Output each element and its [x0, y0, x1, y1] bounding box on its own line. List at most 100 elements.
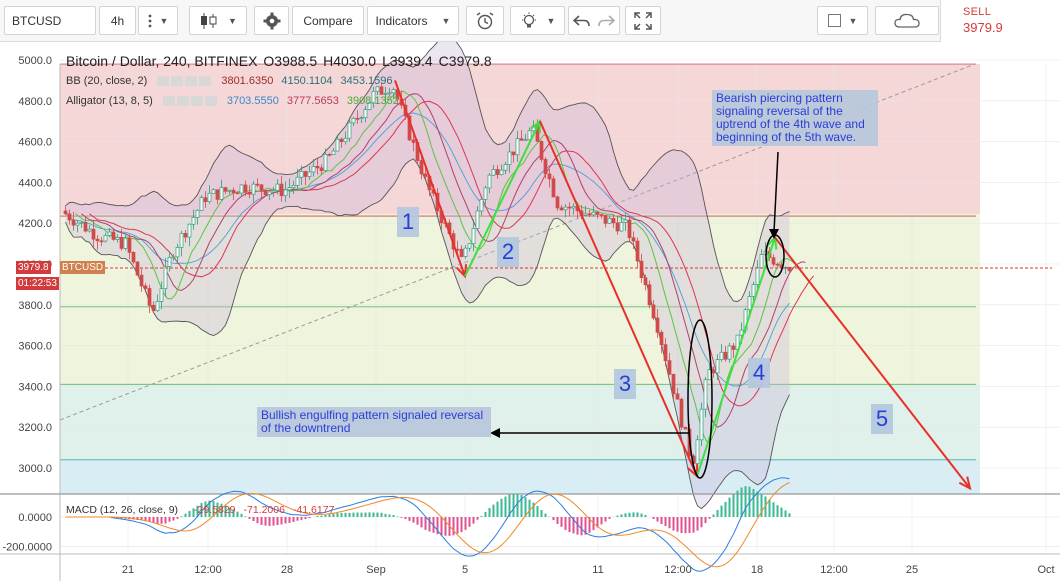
- macd-pane: 0.0000 -200.0000: [2, 477, 1060, 572]
- chart-area[interactable]: 0.0000 -200.0000 5000.0 4800.0 4600.0 4400.0…: [0, 42, 1060, 581]
- redo-icon[interactable]: [597, 14, 615, 28]
- bollinger-lower-line: [65, 158, 790, 510]
- candle-body: [111, 231, 116, 240]
- bollinger-middle-line: [65, 112, 790, 387]
- chevron-down-icon: ▼: [228, 15, 237, 26]
- candle-body: [703, 379, 708, 410]
- candle-body: [375, 86, 380, 92]
- chart-title: Bitcoin / Dollar, 240, BITFINEX O3988.5 …: [66, 53, 498, 69]
- price-tick-label: 4400.0: [18, 177, 52, 189]
- candle-body: [291, 185, 296, 188]
- indicators-button[interactable]: Indicators ▼: [367, 6, 459, 35]
- candle-body: [103, 234, 108, 242]
- candle-body: [527, 130, 532, 141]
- undo-icon[interactable]: [573, 14, 591, 28]
- candle-body: [95, 238, 100, 242]
- candle-body: [623, 219, 628, 223]
- candle-body: [587, 213, 592, 216]
- candle-body: [87, 228, 92, 232]
- candle-body: [683, 426, 688, 430]
- fullscreen-button[interactable]: [625, 6, 661, 35]
- candle-body: [547, 173, 552, 180]
- alligator-teeth-line: [81, 93, 806, 428]
- macd-tick-label: -200.0000: [2, 542, 52, 554]
- hints-button[interactable]: ▼: [510, 6, 565, 35]
- alligator-legend[interactable]: Alligator (13, 8, 5) 3703.5550 3777.5653…: [66, 95, 399, 107]
- candle-body: [603, 214, 608, 224]
- sell-button[interactable]: SELL 3979.9: [940, 0, 1060, 42]
- indicators-label: Indicators: [375, 13, 428, 28]
- candle-body: [475, 210, 480, 229]
- candle-body: [127, 237, 132, 253]
- chevron-down-icon: ▼: [848, 15, 858, 26]
- wave-arrow-2: [464, 120, 541, 277]
- price-tick-label: 4800.0: [18, 96, 52, 108]
- candle-body: [295, 176, 300, 186]
- symbol-input[interactable]: BTCUSD: [4, 6, 96, 35]
- candle-body: [539, 141, 544, 160]
- candle-body: [555, 196, 560, 209]
- candle-body: [267, 191, 272, 196]
- candle-body: [599, 214, 604, 216]
- candle-body: [247, 192, 252, 195]
- candle-body: [167, 257, 172, 267]
- candle-body: [571, 206, 576, 209]
- candle-body: [639, 260, 644, 279]
- candle-body: [591, 211, 596, 216]
- candle-body: [271, 190, 276, 193]
- compare-button[interactable]: Compare: [292, 6, 364, 35]
- candle-body: [207, 192, 212, 202]
- time-tick-label: 21: [122, 564, 134, 576]
- candle-body: [423, 173, 428, 177]
- macd-signal-line: [65, 482, 790, 568]
- candle-body: [467, 243, 472, 249]
- price-tick-label: 4600.0: [18, 137, 52, 149]
- macd-legend[interactable]: MACD (12, 26, close, 9) -29.5829 -71.200…: [66, 504, 334, 516]
- gear-icon[interactable]: [176, 96, 189, 106]
- candle-body: [199, 197, 204, 211]
- cloud-save-button[interactable]: [875, 6, 939, 35]
- bollinger-upper-line: [65, 42, 790, 302]
- chart-type-button[interactable]: ▼: [189, 6, 247, 35]
- alligator-jaw-line: [89, 100, 814, 407]
- candle-body: [147, 288, 152, 306]
- bb-legend[interactable]: BB (20, close, 2) 3801.6350 4150.1104 34…: [66, 75, 393, 87]
- candle-body: [787, 266, 792, 272]
- wave-label-3: 3: [614, 369, 636, 399]
- candle-body: [523, 139, 528, 142]
- candle-body: [79, 221, 84, 224]
- alert-button[interactable]: [466, 6, 504, 35]
- candle-body: [227, 189, 232, 192]
- price-axis-labels: 5000.04800.04600.04400.04200.04000.03800…: [18, 55, 52, 475]
- candle-body: [195, 210, 200, 218]
- interval-button[interactable]: 4h: [99, 6, 136, 35]
- candle-body: [619, 222, 624, 232]
- candle-body: [695, 439, 700, 464]
- candle-body: [643, 277, 648, 286]
- candle-body: [71, 219, 76, 226]
- eye-icon[interactable]: [157, 76, 170, 86]
- candle-body: [747, 296, 752, 311]
- candle-body: [699, 408, 704, 441]
- gear-icon[interactable]: [171, 76, 184, 86]
- candle-body: [223, 187, 228, 192]
- interval-more-button[interactable]: ▼: [138, 6, 178, 35]
- eye-icon[interactable]: [162, 96, 175, 106]
- plus-icon[interactable]: [185, 76, 198, 86]
- close-icon[interactable]: [204, 96, 217, 106]
- candle-body: [371, 90, 376, 104]
- close-icon[interactable]: [199, 76, 212, 86]
- zone-mid: [60, 214, 980, 384]
- wave-arrow-1: [394, 80, 466, 277]
- bearish-note-arrowhead: [769, 229, 779, 239]
- candle-body: [411, 139, 416, 143]
- candle-body: [239, 184, 244, 194]
- candle-body: [503, 164, 508, 171]
- color-button[interactable]: ▼: [817, 6, 868, 35]
- candle-body: [771, 257, 776, 265]
- candle-body: [419, 160, 424, 175]
- chevron-down-icon: ▼: [159, 15, 169, 26]
- candle-body: [303, 171, 308, 177]
- plus-icon[interactable]: [190, 96, 203, 106]
- settings-button[interactable]: [254, 6, 289, 35]
